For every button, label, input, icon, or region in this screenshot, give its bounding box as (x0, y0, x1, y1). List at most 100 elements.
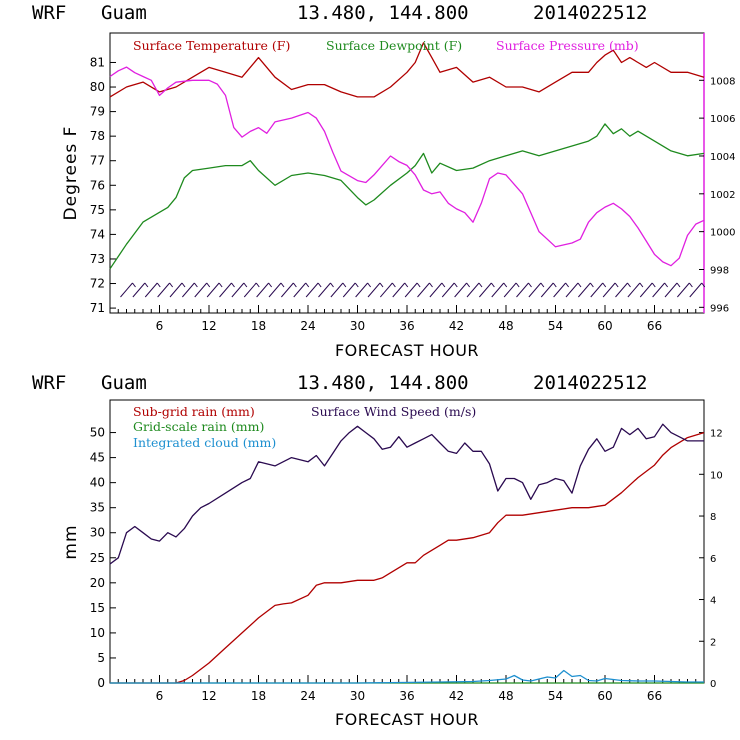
wind-barb (379, 282, 396, 298)
top-header-run: 2014022512 (533, 2, 647, 24)
wind-barb (454, 282, 471, 298)
right-tick-label: 1002 (710, 190, 735, 201)
legend-surface-dewpoint: Surface Dewpoint (F) (326, 38, 462, 53)
x-tick-label: 66 (647, 689, 662, 703)
wind-barb (602, 282, 619, 298)
right-tick-label: 1006 (710, 114, 735, 125)
top-y-axis-label: Degrees F (61, 126, 81, 221)
left-tick-label: 77 (90, 154, 105, 168)
wind-barb (206, 282, 223, 298)
x-tick-label: 30 (350, 689, 365, 703)
x-tick-label: 12 (201, 319, 216, 333)
left-tick-label: 75 (90, 203, 105, 217)
wind-barb (627, 282, 644, 298)
left-tick-label: 5 (97, 651, 105, 665)
bottom-left-axis: 0 5 10 15 20 25 30 35 40 45 50 (90, 426, 116, 690)
wind-barb (293, 282, 310, 298)
top-header-coords: 13.480, 144.800 (297, 2, 469, 24)
left-tick-label: 76 (90, 178, 105, 192)
wind-barb (590, 282, 607, 298)
wind-barb (466, 282, 483, 298)
series-sub-grid-rain-mm (110, 431, 705, 684)
bottom-series (109, 423, 705, 684)
wind-barb (355, 282, 372, 298)
left-tick-label: 78 (90, 129, 105, 143)
left-tick-label: 20 (90, 576, 105, 590)
left-tick-label: 81 (90, 55, 105, 69)
bottom-header-location: Guam (101, 372, 147, 394)
left-tick-label: 40 (90, 476, 105, 490)
x-tick-label: 60 (597, 319, 612, 333)
wind-barb (231, 282, 248, 298)
right-tick-label: 1008 (710, 76, 735, 87)
bottom-y-axis-label: mm (61, 524, 81, 559)
wind-barb (676, 282, 693, 298)
wind-barb (342, 282, 359, 298)
x-tick-label: 48 (498, 319, 513, 333)
right-tick-label: 1000 (710, 228, 735, 239)
legend-subgrid-rain: Sub-grid rain (mm) (133, 404, 255, 419)
legend-surface-pressure: Surface Pressure (mb) (496, 38, 639, 53)
bottom-header-run: 2014022512 (533, 372, 647, 394)
wind-barb (330, 282, 347, 298)
right-tick-label: 0 (710, 679, 716, 690)
left-tick-label: 72 (90, 277, 105, 291)
bottom-header-model: WRF (32, 372, 66, 394)
wind-barb (392, 282, 409, 298)
right-tick-label: 10 (710, 470, 723, 481)
right-tick-label: 6 (710, 554, 716, 565)
wind-barb (219, 282, 235, 298)
top-header-model: WRF (32, 2, 66, 24)
wind-barb (417, 282, 433, 298)
left-tick-label: 0 (97, 676, 105, 690)
wind-barb (441, 282, 458, 298)
x-tick-label: 60 (597, 689, 612, 703)
x-tick-label: 30 (350, 319, 365, 333)
x-tick-label: 48 (498, 689, 513, 703)
wind-barb (194, 282, 211, 298)
wind-barb (528, 282, 545, 298)
wind-barb (664, 282, 681, 298)
wind-barb (157, 282, 174, 298)
top-header-location: Guam (101, 2, 147, 24)
wind-barb (181, 282, 198, 298)
bottom-x-axis-label: FORECAST HOUR (335, 710, 479, 729)
wind-barb (120, 282, 136, 298)
left-tick-label: 79 (90, 105, 105, 119)
left-tick-label: 35 (90, 501, 105, 515)
wind-barb (256, 282, 273, 298)
top-x-axis: 6 12 18 24 30 36 42 48 54 60 66 (117, 305, 697, 333)
wind-barb (132, 282, 149, 298)
right-tick-label: 4 (710, 596, 716, 607)
right-tick-label: 996 (710, 303, 729, 314)
x-tick-label: 42 (449, 319, 464, 333)
right-tick-label: 2 (710, 637, 716, 648)
right-tick-label: 8 (710, 512, 716, 523)
bottom-header-coords: 13.480, 144.800 (297, 372, 469, 394)
wind-barb (615, 282, 631, 298)
wind-barb (169, 282, 186, 298)
wind-barb (565, 282, 582, 298)
wind-barb (689, 282, 706, 298)
right-tick-label: 998 (710, 265, 729, 276)
left-tick-label: 25 (90, 551, 105, 565)
top-x-axis-label: FORECAST HOUR (335, 341, 479, 360)
wind-barb (491, 282, 508, 298)
top-series (109, 42, 705, 270)
x-tick-label: 66 (647, 319, 662, 333)
wind-barb (577, 282, 594, 298)
left-tick-label: 15 (90, 601, 105, 615)
series-surface-temperature-f (109, 42, 705, 98)
top-chart: 71 72 73 74 75 76 77 78 79 80 81 996 998 1000 1002 100… (61, 32, 735, 360)
right-tick-label: 1004 (710, 152, 735, 163)
wind-barb (553, 282, 570, 298)
x-tick-label: 36 (399, 319, 414, 333)
left-tick-label: 71 (90, 301, 105, 315)
series-surface-dewpoint-f (109, 123, 705, 270)
left-tick-label: 10 (90, 626, 105, 640)
x-tick-label: 6 (156, 319, 164, 333)
wind-barb (478, 282, 495, 298)
left-tick-label: 73 (90, 252, 105, 266)
wind-barb (516, 282, 532, 298)
